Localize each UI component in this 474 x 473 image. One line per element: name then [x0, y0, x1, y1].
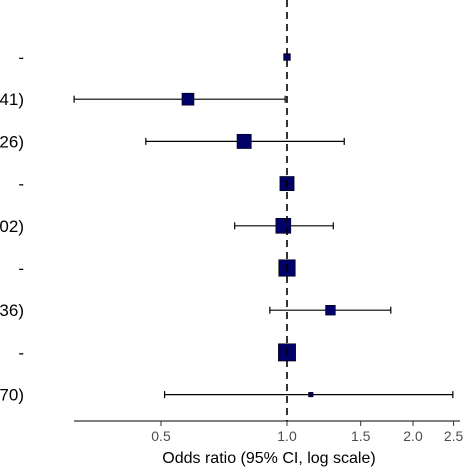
forest-row: 70)	[0, 386, 454, 405]
forest-row: -	[18, 343, 296, 362]
x-axis: 0.5 1.0 1.5 2.0 2.5	[74, 420, 464, 444]
x-tick-label: 0.5	[151, 428, 171, 444]
forest-row: 26)	[0, 132, 345, 151]
forest-row: 41)	[0, 90, 286, 109]
point-estimate	[275, 218, 292, 234]
point-estimate	[308, 392, 314, 398]
forest-row: -	[18, 48, 291, 67]
forest-row: -	[18, 175, 295, 194]
x-tick-label: 1.5	[351, 428, 371, 444]
forest-row: 36)	[0, 301, 392, 320]
point-estimate	[181, 92, 195, 106]
row-label: 26)	[0, 132, 24, 151]
row-label: 36)	[0, 301, 24, 320]
point-estimate	[236, 133, 252, 149]
x-tick-label: 2.0	[403, 428, 423, 444]
x-axis-title: Odds ratio (95% CI, log scale)	[162, 450, 375, 467]
x-tick-label: 1.0	[277, 428, 297, 444]
x-tick-label: 2.5	[444, 428, 464, 444]
row-label: -	[18, 259, 24, 278]
row-label: -	[18, 343, 24, 362]
row-label: -	[18, 48, 24, 67]
forest-row: -	[18, 259, 296, 278]
rows-layer: - 41) 26) - 02) - 36) - 70)	[0, 48, 454, 405]
row-label: 02)	[0, 217, 24, 236]
row-label: 41)	[0, 90, 24, 109]
forest-row: 02)	[0, 217, 334, 236]
row-label: -	[18, 175, 24, 194]
row-label: 70)	[0, 386, 24, 405]
point-estimate	[325, 305, 336, 316]
